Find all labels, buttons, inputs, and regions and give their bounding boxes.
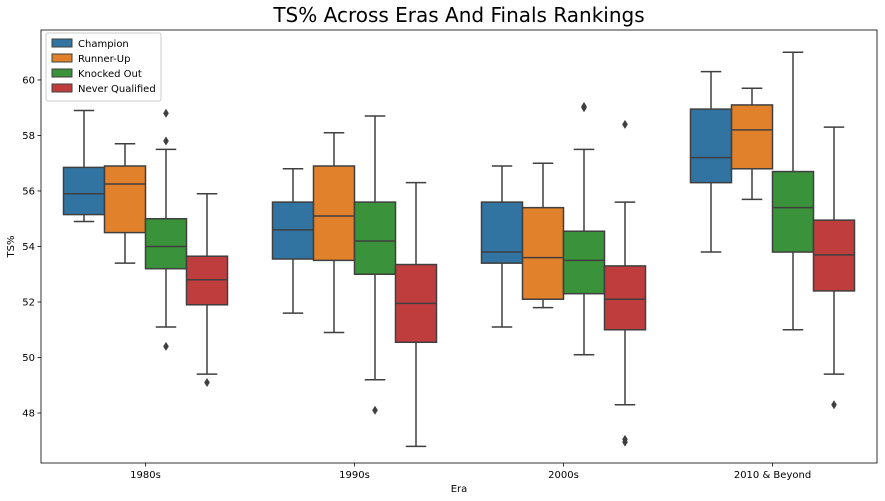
x-tick-label: 2000s <box>548 470 579 481</box>
y-tick-label: 56 <box>22 186 35 197</box>
y-axis-label: TS% <box>6 236 17 259</box>
legend-label: Never Qualified <box>78 84 156 95</box>
box-runner-up-1 <box>312 131 356 334</box>
y-tick-label: 58 <box>22 131 35 142</box>
y-tick-label: 52 <box>22 298 35 309</box>
outlier-point <box>622 119 628 129</box>
outlier-point <box>163 108 169 118</box>
y-tick-label: 50 <box>22 353 35 364</box>
box-champion-3 <box>689 70 733 253</box>
box-champion-2 <box>480 165 524 328</box>
box-knocked-out-2 <box>562 101 606 356</box>
legend-box <box>45 32 162 102</box>
box-iqr <box>353 201 397 276</box>
legend-swatch <box>51 38 73 48</box>
outlier-point <box>372 405 378 415</box>
y-tick-label: 60 <box>22 75 35 86</box>
box-champion-0 <box>62 109 106 223</box>
box-iqr <box>689 108 733 184</box>
box-champion-1 <box>271 168 315 314</box>
boxes-layer <box>62 51 856 448</box>
box-iqr <box>103 165 147 234</box>
y-tick-label: 48 <box>22 409 35 420</box>
legend: Champion Runner-Up Knocked Out Never Qualif… <box>45 32 162 102</box>
box-runner-up-2 <box>521 162 565 309</box>
box-never-qualified-1 <box>394 181 438 448</box>
x-axis-label: Era <box>451 484 468 495</box>
outlier-point <box>581 101 587 111</box>
legend-swatch <box>51 68 73 78</box>
box-iqr <box>562 230 606 295</box>
box-knocked-out-0 <box>144 108 188 351</box>
axes-layer: 48 50 52 54 56 58 60 1980s 1990s 2000s 2010 & Beyo… <box>22 29 878 481</box>
outlier-point <box>163 136 169 146</box>
y-tick-label: 54 <box>22 242 35 253</box>
box-runner-up-3 <box>730 87 774 201</box>
outlier-point <box>831 400 837 410</box>
outlier-point <box>163 341 169 351</box>
legend-swatch <box>51 83 73 93</box>
box-iqr <box>62 166 106 216</box>
box-iqr <box>312 165 356 262</box>
box-iqr <box>771 170 815 253</box>
box-iqr <box>144 217 188 270</box>
box-knocked-out-3 <box>771 51 815 331</box>
box-iqr <box>730 104 774 170</box>
box-runner-up-0 <box>103 143 147 264</box>
outlier-point <box>204 378 210 388</box>
chart-title: TS% Across Eras And Finals Rankings <box>272 3 644 27</box>
legend-label: Knocked Out <box>78 69 142 80</box>
legend-label: Runner-Up <box>78 54 130 65</box>
box-iqr <box>603 265 647 331</box>
box-iqr <box>521 206 565 300</box>
legend-label: Champion <box>78 39 129 50</box>
box-never-qualified-3 <box>812 126 856 410</box>
outlier-point <box>622 434 628 444</box>
x-tick-label: 2010 & Beyond <box>734 470 811 481</box>
box-never-qualified-0 <box>185 193 229 388</box>
box-knocked-out-1 <box>353 115 397 415</box>
box-iqr <box>480 201 524 264</box>
x-tick-label: 1990s <box>339 470 370 481</box>
box-never-qualified-2 <box>603 119 647 447</box>
legend-swatch <box>51 53 73 63</box>
x-tick-label: 1980s <box>130 470 161 481</box>
